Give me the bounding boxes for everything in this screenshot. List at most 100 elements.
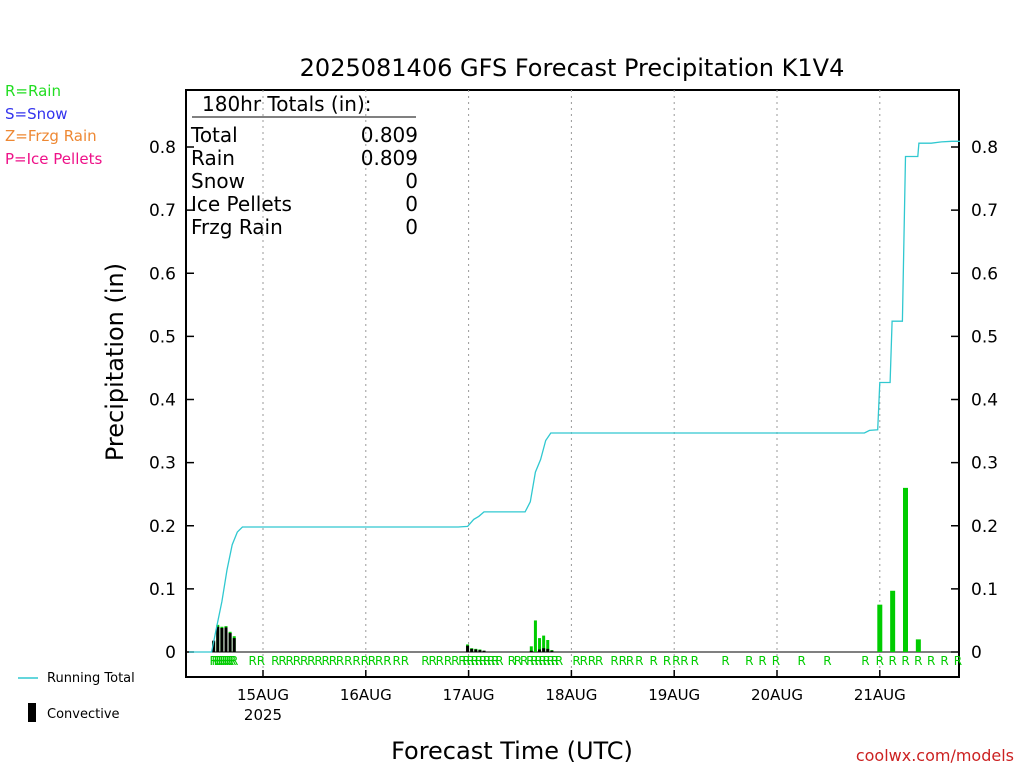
rain-marker: R (209, 654, 217, 668)
rain-marker: R (401, 654, 409, 668)
convective-bar (466, 645, 470, 652)
running-total-legend-label: Running Total (47, 671, 135, 686)
rain-marker: R (344, 654, 352, 668)
y-tick-label-left: 0.4 (149, 391, 176, 411)
rain-marker: R (551, 654, 559, 668)
y-tick-label-left: 0.2 (149, 517, 176, 537)
rain-marker: R (672, 654, 680, 668)
y-tick-label-right: 0.3 (971, 454, 998, 474)
convective-bar (474, 649, 478, 652)
rain-marker: R (458, 654, 466, 668)
rain-marker: R (691, 654, 699, 668)
rain-marker: R (508, 654, 516, 668)
rain-marker: R (278, 654, 286, 668)
rain-marker: R (649, 654, 657, 668)
rain-marker: R (222, 654, 230, 668)
rain-marker: R (257, 654, 265, 668)
y-tick-label-right: 0.6 (971, 264, 998, 284)
rain-marker: R (721, 654, 729, 668)
y-tick-label-left: 0.1 (149, 580, 176, 600)
plot-frame (185, 89, 960, 678)
rain-marker: R (823, 654, 831, 668)
rain-marker: R (451, 654, 459, 668)
chart-title: 2025081406 GFS Forecast Precipitation K1… (300, 54, 845, 82)
rain-marker: R (555, 654, 563, 668)
precip-bars (212, 487, 921, 652)
x-tick-label: 20AUG (751, 686, 803, 704)
y-tick-label-left: 0.5 (149, 327, 176, 347)
rain-marker: R (220, 654, 228, 668)
precip-bar (877, 604, 883, 652)
precip-bar (542, 635, 546, 652)
legend-rain: R=Rain (5, 82, 61, 100)
x-tick-label: 18AUG (545, 686, 597, 704)
rain-marker: R (293, 654, 301, 668)
rain-marker: R (230, 654, 238, 668)
rain-marker: R (307, 654, 315, 668)
rain-marker: R (626, 654, 634, 668)
convective-bar (542, 648, 546, 652)
rain-marker: R (580, 654, 588, 668)
precip-bar (903, 487, 908, 652)
rain-marker: R (436, 654, 444, 668)
totals-value-total: 0.809 (361, 123, 418, 147)
running-total-layer (189, 140, 960, 653)
convective-bar (546, 648, 550, 652)
rain-marker: R (428, 654, 436, 668)
credit-text: coolwx.com/models (856, 746, 1014, 765)
rain-marker: R (224, 654, 232, 668)
rain-marker: R (526, 654, 534, 668)
y-tick-label-right: 0 (971, 643, 982, 663)
precip-bar (546, 640, 550, 652)
rain-marker: R (479, 654, 487, 668)
y-axis: 0 00.1 0.10.2 0.20.3 0.30.4 0.40.5 0.50.6 0.60.… (149, 138, 998, 663)
rain-marker: R (530, 654, 538, 668)
y-axis-label: Precipitation (in) (101, 263, 129, 461)
rain-marker: R (901, 654, 909, 668)
rain-marker: R (216, 654, 224, 668)
rain-marker: R (314, 654, 322, 668)
rain-marker: R (462, 654, 470, 668)
rain-marker: R (954, 654, 962, 668)
rain-marker: R (375, 654, 383, 668)
rain-marker: R (595, 654, 603, 668)
rain-marker: R (322, 654, 330, 668)
totals-value-rain: 0.809 (361, 146, 418, 170)
running-total-line (189, 140, 960, 653)
convective-legend-swatch (28, 703, 36, 722)
precip-bar (538, 638, 542, 652)
totals-value-snow: 0 (405, 169, 418, 193)
x-tick-label: 21AUG (854, 686, 906, 704)
rain-marker: R (483, 654, 491, 668)
convective-bar (550, 650, 554, 652)
totals-label-ice-pellets: Ice Pellets (191, 192, 292, 216)
convective-bar (216, 626, 220, 652)
convective-bar (220, 628, 224, 652)
rain-marker: R (680, 654, 688, 668)
convective-bar (228, 633, 232, 652)
rain-marker: R (745, 654, 753, 668)
y-tick-label-right: 0.1 (971, 580, 998, 600)
rain-marker: R (927, 654, 935, 668)
legend-snow: S=Snow (5, 105, 68, 123)
convective-bar (529, 650, 533, 652)
rain-marker: R (861, 654, 869, 668)
precip-bar (529, 646, 533, 652)
rain-marker: R (491, 654, 499, 668)
rain-marker: R (798, 654, 806, 668)
convective-bar (478, 650, 482, 652)
rain-marker: R (495, 654, 503, 668)
convective-bar (482, 650, 486, 652)
rain-marker: R (329, 654, 337, 668)
precip-bar (533, 620, 537, 652)
x-tick-label: 17AUG (443, 686, 495, 704)
totals-label-frzg-rain: Frzg Rain (191, 215, 283, 239)
convective-bar (212, 640, 216, 652)
rain-marker: R (286, 654, 294, 668)
grid-layer (186, 90, 959, 677)
x-tick-label: 19AUG (648, 686, 700, 704)
rain-marker: R (547, 654, 555, 668)
ptype-legend: R=Rain S=Snow Z=Frzg Rain P=Ice Pellets (5, 82, 102, 168)
precip-bar (915, 639, 921, 652)
